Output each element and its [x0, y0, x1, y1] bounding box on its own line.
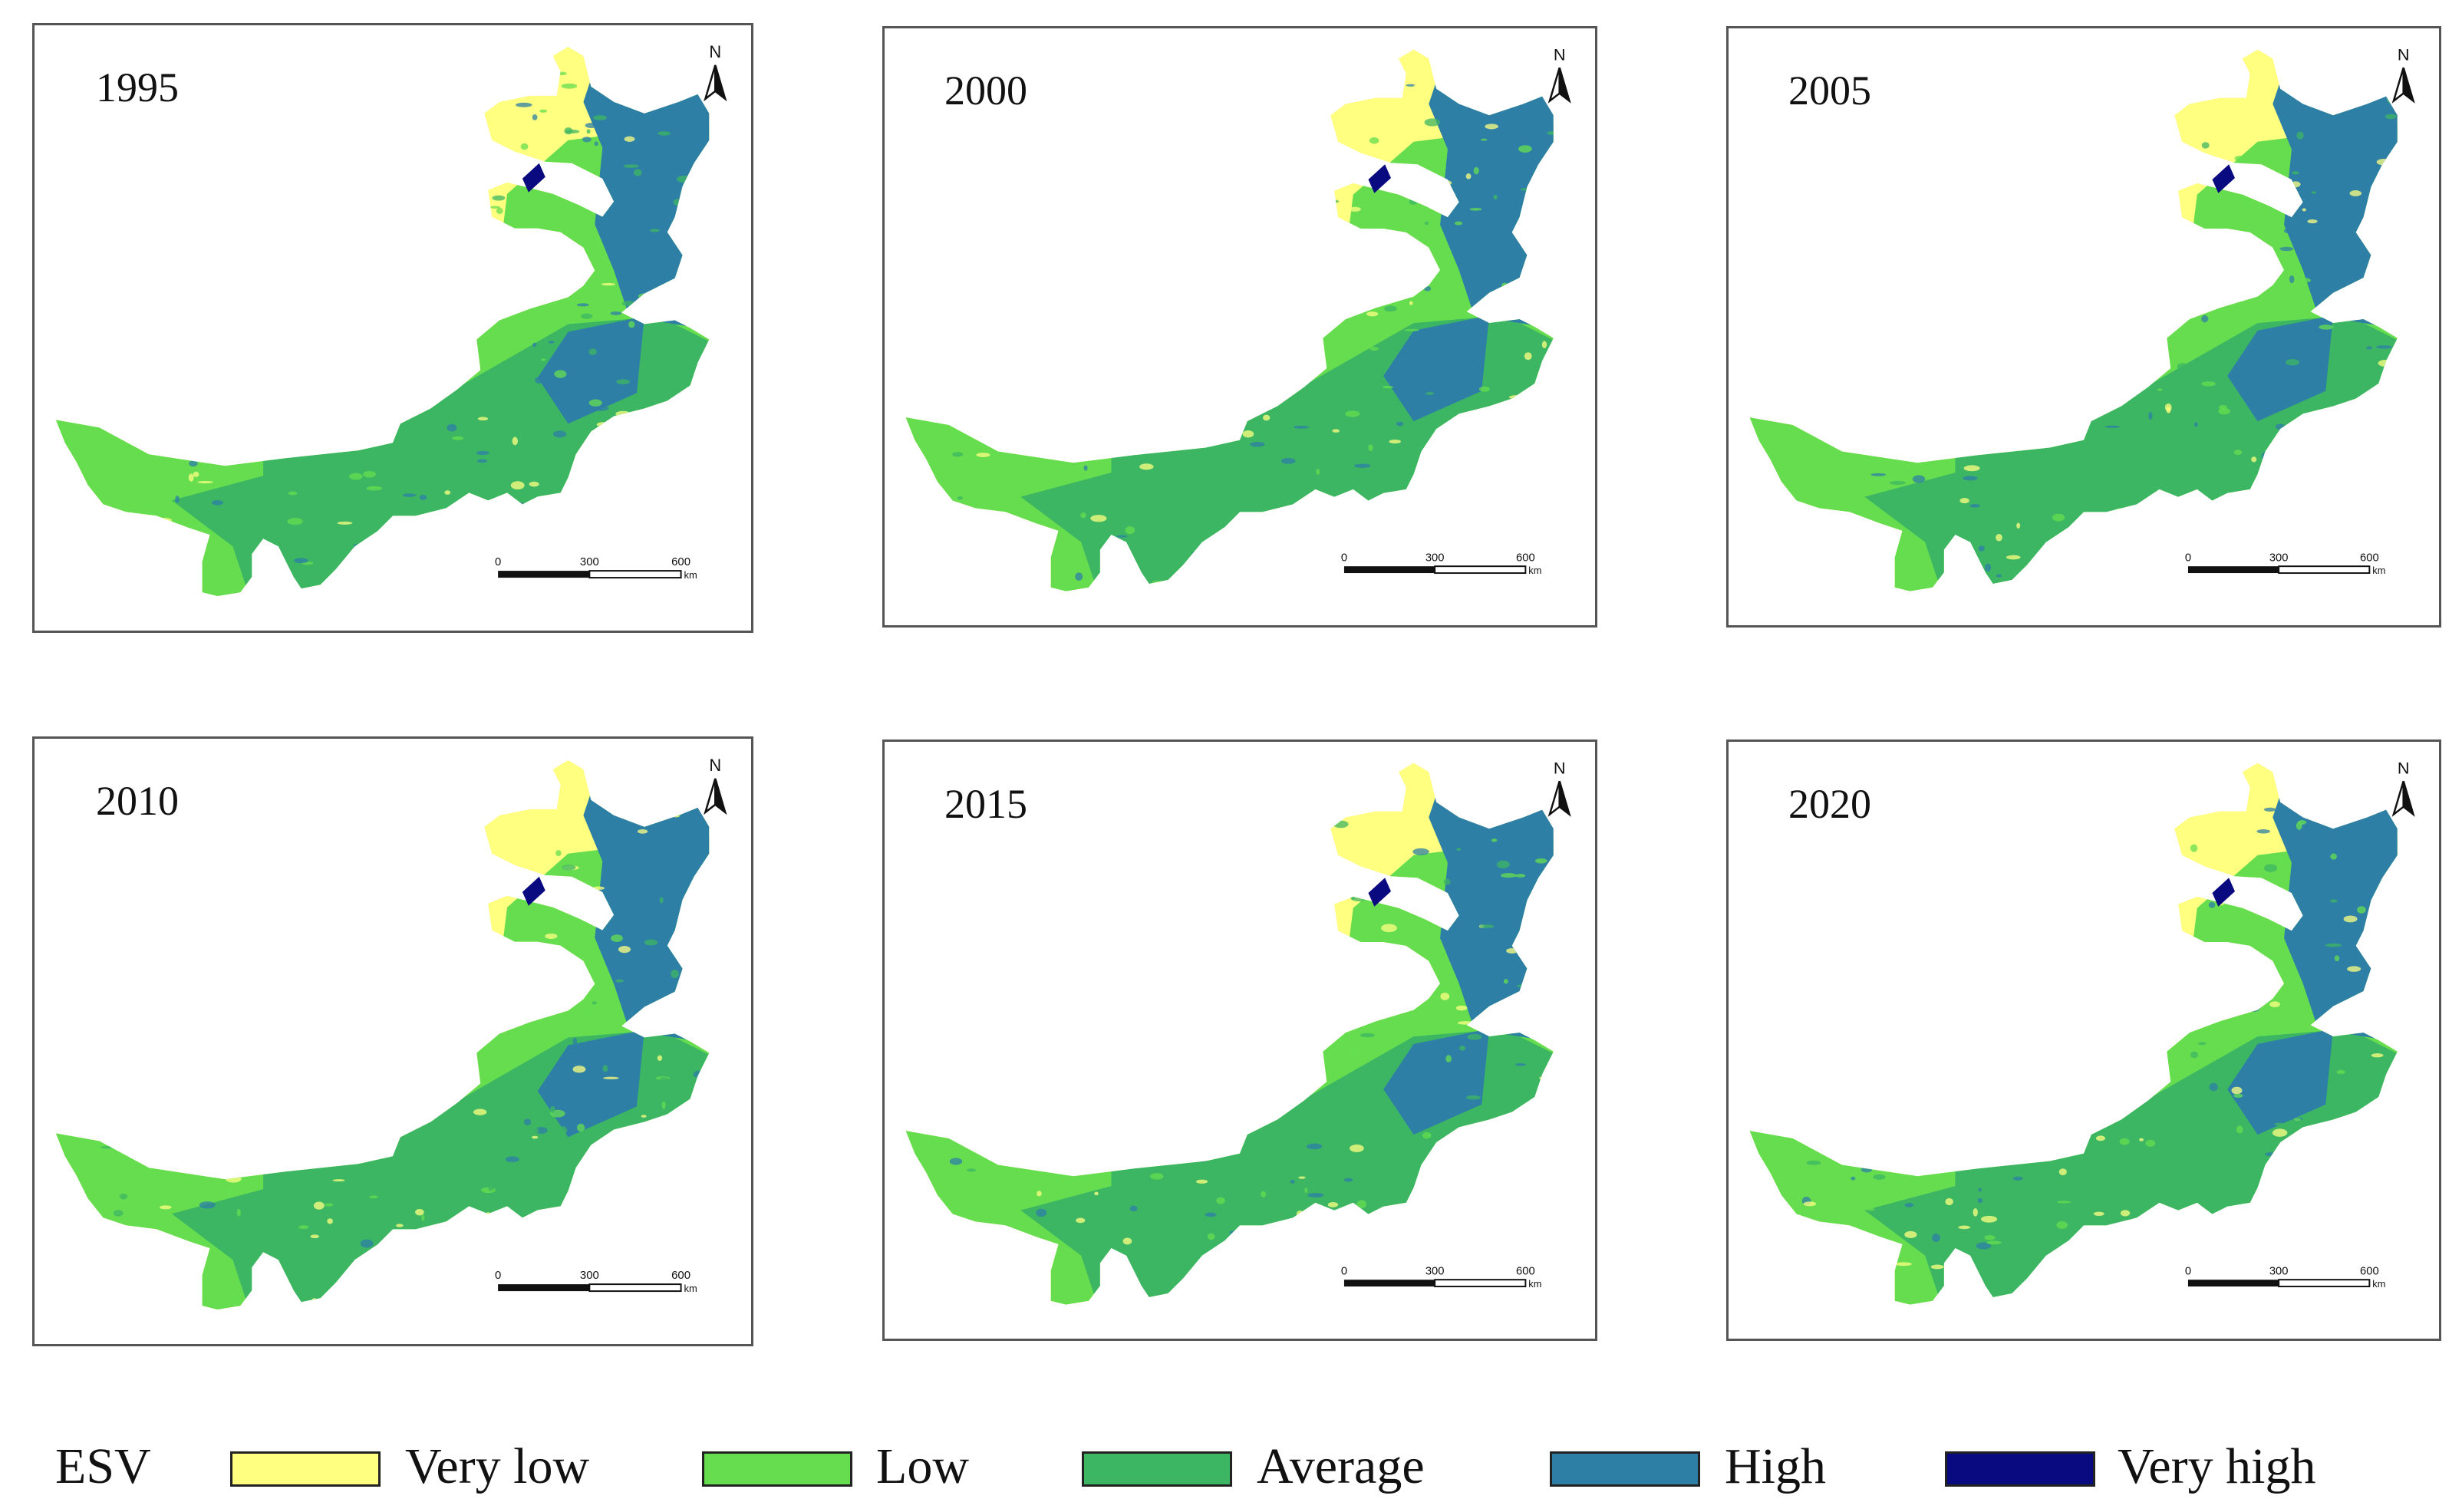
legend-label-very-high: Very high	[2118, 1438, 2316, 1494]
svg-text:300: 300	[580, 1269, 599, 1282]
panel-year-label: 2020	[1788, 781, 1871, 827]
svg-text:km: km	[2372, 565, 2385, 576]
north-arrow-icon: N	[1547, 758, 1571, 817]
north-arrow-icon: N	[704, 756, 727, 815]
svg-text:600: 600	[671, 555, 690, 568]
svg-text:km: km	[1528, 565, 1541, 576]
esv-average-zone	[1864, 1172, 2084, 1301]
map-svg: N 0 300 600 km	[55, 42, 727, 597]
panel-year-label: 1995	[96, 64, 179, 110]
esv-average-zone	[171, 1175, 393, 1306]
north-arrow-icon: N	[2391, 44, 2415, 104]
legend-label-high: High	[1725, 1438, 1826, 1494]
north-arrow-icon: N	[704, 42, 727, 102]
svg-text:300: 300	[1425, 1265, 1445, 1277]
svg-text:600: 600	[1516, 552, 1535, 564]
scale-bar: 0 300 600 km	[2185, 1265, 2386, 1290]
esv-average-zone	[1020, 1172, 1240, 1301]
svg-text:N: N	[2398, 758, 2410, 777]
esv-high-zone	[1383, 1029, 1490, 1135]
esv-high-zone	[537, 1029, 644, 1138]
esv-very-high-zone	[1368, 878, 1392, 907]
scale-bar: 0 300 600 km	[495, 555, 697, 581]
esv-average-zone	[1020, 459, 1240, 588]
svg-text:N: N	[2398, 44, 2410, 64]
esv-very-high-zone	[522, 163, 545, 193]
esv-average-zone	[171, 462, 393, 593]
esv-very-high-zone	[2212, 878, 2236, 907]
legend-title: ESV	[55, 1438, 151, 1494]
map-svg: N 0 300 600 km	[905, 758, 1571, 1305]
svg-text:N: N	[709, 42, 721, 61]
panel-year-label: 2015	[944, 781, 1027, 827]
svg-text:N: N	[1554, 44, 1566, 64]
esv-very-high-zone	[1368, 164, 1392, 193]
svg-text:600: 600	[1516, 1265, 1535, 1277]
scale-bar: 0 300 600 km	[1341, 1265, 1542, 1290]
north-arrow-icon: N	[2391, 758, 2415, 817]
esv-high-zone	[2227, 1029, 2334, 1135]
svg-text:km: km	[684, 569, 697, 581]
svg-text:600: 600	[2360, 1265, 2379, 1277]
esv-very-high-zone	[2212, 164, 2236, 193]
esv-high-zone	[1383, 315, 1490, 422]
esv-average-zone	[1864, 459, 2084, 588]
legend-swatch-very-high	[1945, 1451, 2095, 1487]
svg-text:300: 300	[2269, 1265, 2289, 1277]
map-panel-2000: N 0 300 600 km 2000	[882, 26, 1597, 628]
svg-text:300: 300	[2269, 552, 2289, 564]
esv-very-high-zone	[522, 876, 545, 906]
panel-year-label: 2000	[944, 68, 1027, 114]
map-svg: N 0 300 600 km	[905, 44, 1571, 591]
svg-text:300: 300	[580, 555, 599, 568]
scale-bar: 0 300 600 km	[1341, 552, 1542, 576]
map-panel-1995: N 0 300 600 km 1995	[32, 23, 753, 633]
map-svg: N 0 300 600 km	[1749, 758, 2415, 1305]
svg-text:N: N	[1554, 758, 1566, 777]
esv-high-zone	[537, 316, 644, 424]
legend: ESV Very low Low Average High Very high	[0, 1427, 2462, 1511]
svg-text:0: 0	[1341, 552, 1347, 564]
legend-swatch-low	[702, 1451, 852, 1487]
svg-text:0: 0	[2185, 552, 2191, 564]
panel-year-label: 2005	[1788, 68, 1871, 114]
svg-text:km: km	[684, 1283, 697, 1294]
legend-label-low: Low	[876, 1438, 969, 1494]
svg-text:km: km	[1528, 1278, 1541, 1290]
svg-text:0: 0	[2185, 1265, 2191, 1277]
map-panel-2015: N 0 300 600 km 2015	[882, 740, 1597, 1341]
legend-swatch-average	[1082, 1451, 1232, 1487]
esv-high-zone	[2227, 315, 2334, 422]
svg-text:0: 0	[495, 555, 501, 568]
svg-text:0: 0	[495, 1269, 501, 1282]
svg-text:600: 600	[671, 1269, 690, 1282]
svg-text:600: 600	[2360, 552, 2379, 564]
legend-label-average: Average	[1257, 1438, 1425, 1494]
scale-bar: 0 300 600 km	[495, 1269, 697, 1294]
svg-text:0: 0	[1341, 1265, 1347, 1277]
svg-text:km: km	[2372, 1278, 2385, 1290]
map-panel-2020: N 0 300 600 km 2020	[1726, 740, 2441, 1341]
legend-swatch-high	[1550, 1451, 1700, 1487]
scale-bar: 0 300 600 km	[2185, 552, 2386, 576]
north-arrow-icon: N	[1547, 44, 1571, 104]
map-panel-2010: N 0 300 600 km 2010	[32, 736, 753, 1346]
svg-text:N: N	[709, 756, 721, 775]
map-svg: N 0 300 600 km	[1749, 44, 2415, 591]
legend-swatch-very-low	[230, 1451, 381, 1487]
legend-label-very-low: Very low	[405, 1438, 590, 1494]
panel-year-label: 2010	[96, 778, 179, 824]
map-svg: N 0 300 600 km	[55, 756, 727, 1310]
svg-text:300: 300	[1425, 552, 1445, 564]
map-panel-2005: N 0 300 600 km 2005	[1726, 26, 2441, 628]
